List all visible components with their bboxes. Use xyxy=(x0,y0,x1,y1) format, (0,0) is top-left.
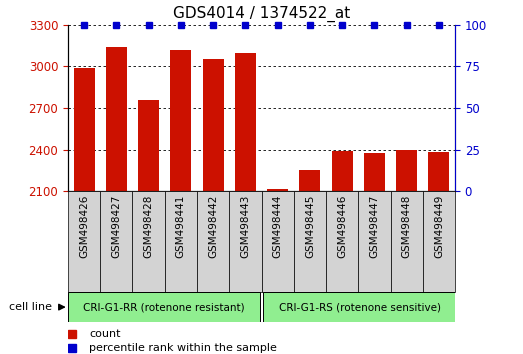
Bar xyxy=(428,152,449,191)
Bar xyxy=(197,191,229,292)
Bar xyxy=(165,191,197,292)
Text: GSM498445: GSM498445 xyxy=(305,194,315,258)
Text: CRI-G1-RR (rotenone resistant): CRI-G1-RR (rotenone resistant) xyxy=(83,302,245,312)
Bar xyxy=(326,191,358,292)
Bar xyxy=(138,100,159,191)
Bar xyxy=(68,191,100,292)
Text: GSM498442: GSM498442 xyxy=(208,194,218,258)
Bar xyxy=(332,151,353,191)
Bar xyxy=(423,191,455,292)
Bar xyxy=(106,47,127,191)
Text: GSM498443: GSM498443 xyxy=(241,194,251,258)
Text: GSM498428: GSM498428 xyxy=(144,194,154,258)
Text: GSM498444: GSM498444 xyxy=(272,194,282,258)
Bar xyxy=(202,59,224,191)
Bar xyxy=(100,191,132,292)
Bar xyxy=(262,191,294,292)
Text: cell line: cell line xyxy=(9,302,52,312)
Text: count: count xyxy=(89,329,121,339)
Bar xyxy=(235,52,256,191)
Bar xyxy=(170,50,191,191)
Bar xyxy=(391,191,423,292)
Text: GSM498449: GSM498449 xyxy=(434,194,444,258)
Bar xyxy=(294,191,326,292)
Text: GSM498427: GSM498427 xyxy=(111,194,121,258)
Text: GSM498446: GSM498446 xyxy=(337,194,347,258)
Bar xyxy=(358,191,391,292)
Bar xyxy=(74,68,95,191)
Text: GSM498441: GSM498441 xyxy=(176,194,186,258)
Bar xyxy=(263,292,455,322)
Bar xyxy=(364,153,385,191)
Title: GDS4014 / 1374522_at: GDS4014 / 1374522_at xyxy=(173,6,350,22)
Text: percentile rank within the sample: percentile rank within the sample xyxy=(89,343,277,353)
Text: GSM498447: GSM498447 xyxy=(369,194,379,258)
Text: GSM498448: GSM498448 xyxy=(402,194,412,258)
Bar xyxy=(68,292,260,322)
Bar xyxy=(132,191,165,292)
Bar xyxy=(299,170,321,191)
Bar xyxy=(229,191,262,292)
Bar xyxy=(267,189,288,191)
Text: GSM498426: GSM498426 xyxy=(79,194,89,258)
Text: CRI-G1-RS (rotenone sensitive): CRI-G1-RS (rotenone sensitive) xyxy=(279,302,440,312)
Bar xyxy=(396,150,417,191)
